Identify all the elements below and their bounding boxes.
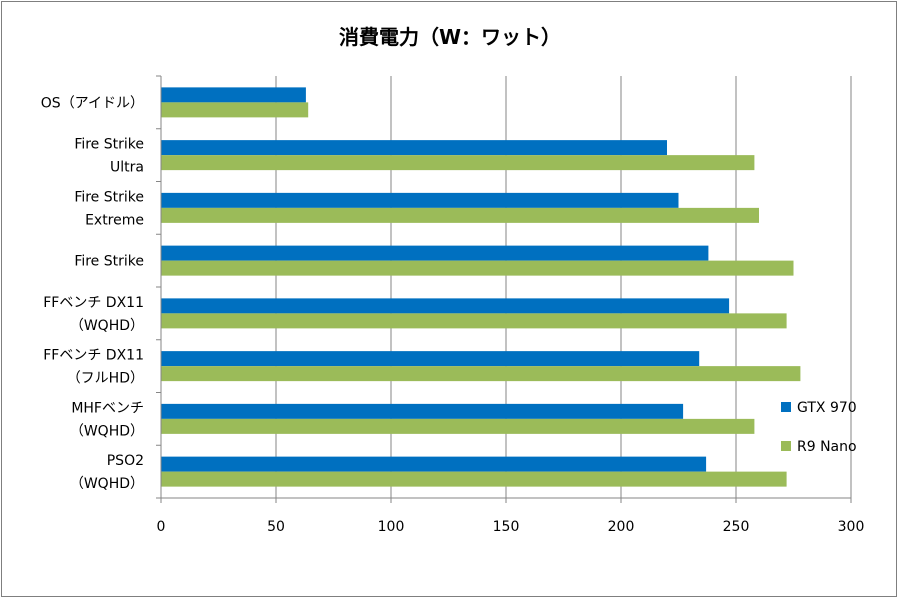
legend-swatch-r9nano <box>781 441 791 451</box>
chart-title: 消費電力（W：ワット） <box>339 25 561 49</box>
category-label: MHFベンチ（WQHD） <box>70 400 144 439</box>
grid-lines <box>275 76 852 498</box>
bar-gtx970-1 <box>161 140 667 156</box>
bar-r9nano-5 <box>161 366 801 382</box>
bar-r9nano-6 <box>161 418 755 434</box>
bar-r9nano-1 <box>161 155 755 171</box>
category-label: Fire Strike Extreme <box>74 189 144 228</box>
bar-series <box>161 87 801 487</box>
axes: OS（アイドル） Fire Strike Ultra Fire Strike Extre… <box>41 75 865 535</box>
legend-label-gtx970: GTX 970 <box>797 400 857 416</box>
category-label: PSO2 （WQHD） <box>70 453 144 492</box>
bar-gtx970-6 <box>161 403 684 419</box>
tick-label-250: 250 <box>723 519 750 535</box>
legend: GTX 970 R9 Nano <box>781 400 857 455</box>
tick-label-50: 50 <box>267 519 285 535</box>
tick-label-100: 100 <box>378 519 405 535</box>
category-label: FFベンチ DX11 （WQHD） <box>43 295 144 334</box>
category-label: Fire Strike Ultra <box>74 137 144 176</box>
bar-r9nano-4 <box>161 313 787 329</box>
tick-label-150: 150 <box>493 519 520 535</box>
tick-label-200: 200 <box>608 519 635 535</box>
bar-r9nano-3 <box>161 260 794 276</box>
bar-gtx970-4 <box>161 298 730 314</box>
bar-r9nano-7 <box>161 471 787 487</box>
bar-gtx970-3 <box>161 245 709 261</box>
bar-r9nano-2 <box>161 207 759 223</box>
bar-gtx970-2 <box>161 192 679 208</box>
legend-label-r9nano: R9 Nano <box>797 439 857 455</box>
category-label: Fire Strike <box>74 254 144 270</box>
tick-label-0: 0 <box>157 519 166 535</box>
tick-label-300: 300 <box>838 519 865 535</box>
bar-gtx970-0 <box>161 87 306 103</box>
category-label: FFベンチ DX11 （フルHD） <box>43 348 144 387</box>
category-label: OS（アイドル） <box>41 95 144 111</box>
legend-swatch-gtx970 <box>781 402 791 412</box>
bar-gtx970-5 <box>161 351 700 367</box>
bar-gtx970-7 <box>161 456 707 472</box>
bar-r9nano-0 <box>161 102 309 118</box>
